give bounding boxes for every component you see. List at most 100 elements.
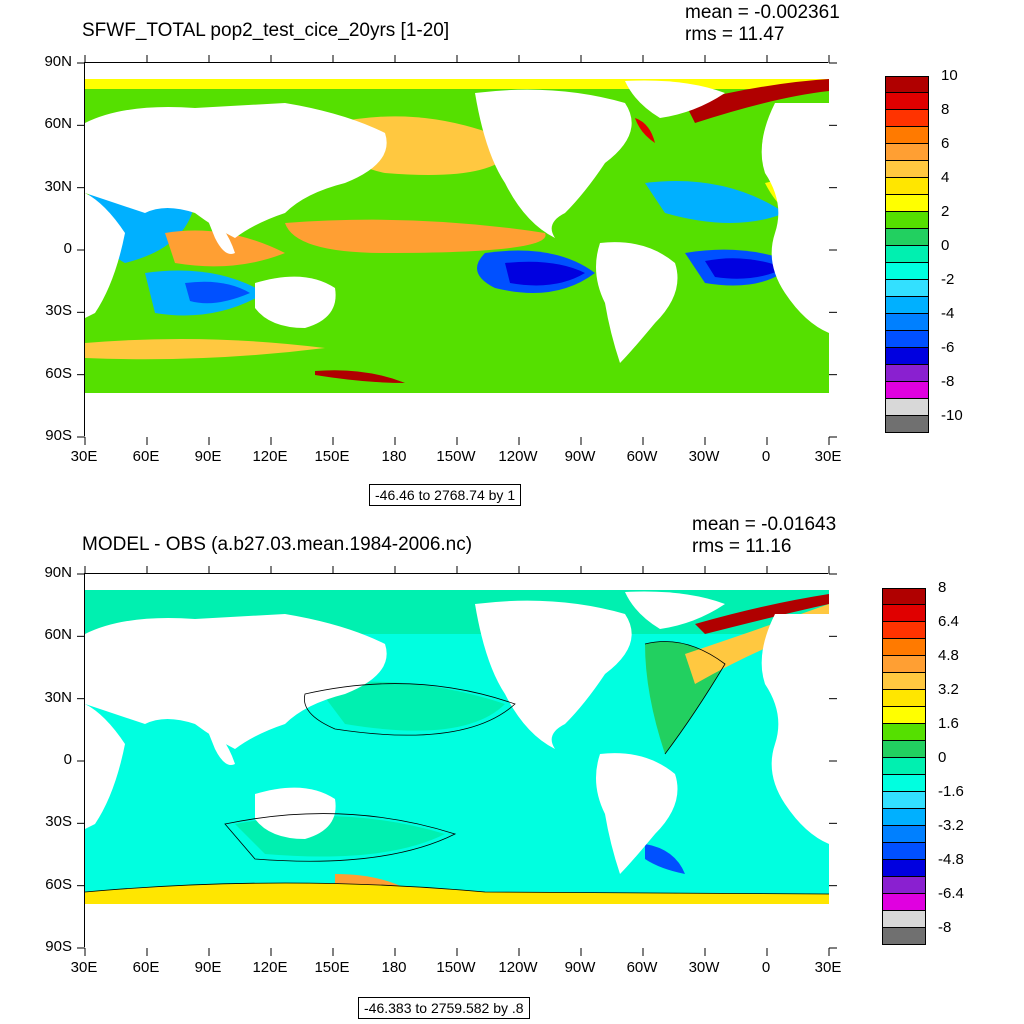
colorbar-label: 8 xyxy=(941,101,950,118)
latitude-tick-label: 90S xyxy=(45,938,72,955)
longitude-tick-label: 90W xyxy=(564,959,596,976)
mean-value: mean = -0.002361 xyxy=(685,2,840,23)
land-mask xyxy=(85,193,125,318)
colorbar-swatch xyxy=(885,331,929,348)
colorbar-label: 6 xyxy=(941,135,950,152)
colorbar-label: 4.8 xyxy=(938,647,959,664)
land-mask xyxy=(85,103,387,238)
colorbar-swatch xyxy=(882,758,926,775)
colorbar-label: -8 xyxy=(938,919,952,936)
longitude-tick-label: 150E xyxy=(314,959,350,976)
colorbar-swatch xyxy=(882,656,926,673)
colorbar-label: 6.4 xyxy=(938,613,959,630)
latitude-tick-label: 30N xyxy=(44,688,72,706)
colorbar-label: 0 xyxy=(938,749,947,766)
land-mask xyxy=(761,614,829,844)
field-region xyxy=(315,681,505,731)
contour-range-label: -46.46 to 2768.74 by 1 xyxy=(369,484,522,506)
contour-line xyxy=(84,882,830,895)
longitude-tick-label: 30E xyxy=(814,448,842,465)
longitude-tick-label: 60W xyxy=(626,448,658,465)
map-plot-area xyxy=(77,566,837,956)
latitude-tick-label: 30S xyxy=(45,813,72,831)
field-region xyxy=(315,370,405,383)
land-mask xyxy=(85,704,125,829)
colorbar-swatch xyxy=(885,229,929,246)
longitude-tick-label: 0 xyxy=(761,959,771,976)
land-mask xyxy=(625,591,725,629)
land-mask xyxy=(85,904,829,948)
colorbar-label: 8 xyxy=(938,579,947,596)
land-mask xyxy=(205,724,235,765)
longitude-tick-label: 180 xyxy=(381,959,407,976)
land-mask xyxy=(761,103,829,333)
colorbar-label: -8 xyxy=(941,373,955,390)
latitude-tick-label: 90S xyxy=(45,427,72,444)
longitude-tick-label: 90W xyxy=(564,448,596,465)
field-region xyxy=(705,258,785,279)
contour-line xyxy=(224,813,457,862)
longitude-tick-label: 60E xyxy=(132,448,160,465)
longitude-tick-label: 150W xyxy=(436,959,476,976)
colorbar-swatch xyxy=(882,741,926,758)
longitude-tick-label: 30E xyxy=(70,448,98,465)
longitude-tick-label: 30E xyxy=(814,959,842,976)
colorbar-label: -1.6 xyxy=(938,783,964,800)
contour-line xyxy=(303,683,516,736)
field-region xyxy=(85,339,325,360)
field-region xyxy=(685,79,829,123)
colorbar-swatch xyxy=(885,93,929,110)
colorbar-swatch xyxy=(885,263,929,280)
colorbar-label: 10 xyxy=(941,67,958,84)
colorbar-swatch xyxy=(882,724,926,741)
colorbar-swatch xyxy=(885,161,929,178)
land-mask xyxy=(625,80,725,118)
longitude-tick-label: 0 xyxy=(761,448,771,465)
land-mask xyxy=(85,614,387,749)
land-mask xyxy=(255,787,336,839)
colorbar-swatch xyxy=(885,76,929,93)
field-map xyxy=(77,55,837,445)
colorbar-swatch xyxy=(882,690,926,707)
latitude-tick-label: 0 xyxy=(63,240,72,257)
longitude-tick-label: 120W xyxy=(498,448,538,465)
field-map xyxy=(77,566,837,956)
colorbar-swatch xyxy=(885,314,929,331)
longitude-tick-label: 150E xyxy=(314,448,350,465)
colorbar-swatch xyxy=(885,399,929,416)
longitude-tick-label: 30E xyxy=(70,959,98,976)
colorbar-label: 1.6 xyxy=(938,715,959,732)
longitude-tick-label: 150W xyxy=(436,448,476,465)
colorbar-swatch xyxy=(885,382,929,399)
colorbar-swatch xyxy=(882,877,926,894)
longitude-tick-label: 90E xyxy=(194,448,222,465)
colorbar-swatch xyxy=(885,365,929,382)
colorbar-label: -4.8 xyxy=(938,851,964,868)
colorbar-swatch xyxy=(882,860,926,877)
land-mask xyxy=(205,213,235,254)
mean-value: mean = -0.01643 xyxy=(692,514,837,535)
colorbar-label: 3.2 xyxy=(938,681,959,698)
latitude-tick-label: 0 xyxy=(63,751,72,768)
longitude-tick-label: 120E xyxy=(252,448,288,465)
colorbar-swatch xyxy=(882,639,926,656)
colorbar-swatch xyxy=(885,144,929,161)
longitude-tick-label: 90E xyxy=(194,959,222,976)
colorbar-swatch xyxy=(885,178,929,195)
longitude-tick-label: 60E xyxy=(132,959,160,976)
colorbar-label: 0 xyxy=(941,237,950,254)
colorbar-label: -2 xyxy=(941,271,955,288)
rms-value: rms = 11.47 xyxy=(685,24,785,45)
colorbar-label: 4 xyxy=(941,169,950,186)
land-mask xyxy=(596,753,678,874)
colorbar-label: -3.2 xyxy=(938,817,964,834)
panel-title: SFWF_TOTAL pop2_test_cice_20yrs [1-20] xyxy=(82,20,450,41)
longitude-tick-label: 60W xyxy=(626,959,658,976)
longitude-tick-label: 120W xyxy=(498,959,538,976)
latitude-tick-label: 90N xyxy=(44,53,72,70)
latitude-tick-label: 30S xyxy=(45,302,72,320)
land-mask xyxy=(596,242,678,363)
colorbar-swatch xyxy=(882,826,926,843)
land-mask xyxy=(85,63,829,79)
latitude-tick-label: 60S xyxy=(45,364,72,382)
